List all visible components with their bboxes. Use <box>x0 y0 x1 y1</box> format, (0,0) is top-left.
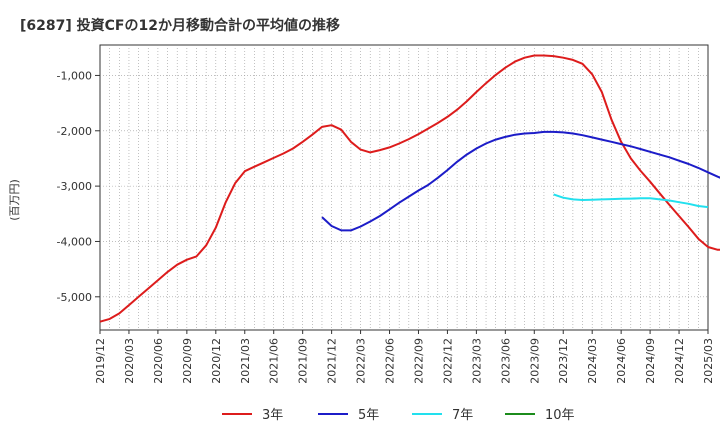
x-tick-label: 2020/12 <box>210 338 223 384</box>
x-tick-label: 2020/03 <box>123 338 136 384</box>
x-tick-label: 2019/12 <box>94 338 107 384</box>
x-tick-label: 2021/06 <box>268 338 281 384</box>
x-tick-label: 2022/03 <box>355 338 368 384</box>
x-tick-label: 2023/12 <box>557 338 570 384</box>
x-tick-label: 2024/09 <box>644 338 657 384</box>
chart-title: [6287] 投資CFの12か月移動合計の平均値の推移 <box>20 17 340 34</box>
legend-label-5年: 5年 <box>358 408 379 423</box>
x-tick-label: 2021/09 <box>297 338 310 384</box>
x-tick-label: 2021/03 <box>239 338 252 384</box>
series-lines <box>99 54 720 323</box>
x-tick-label: 2022/06 <box>384 338 397 384</box>
x-tick-label: 2025/03 <box>702 338 715 384</box>
y-tick-label: -5,000 <box>57 291 92 304</box>
legend-label-3年: 3年 <box>262 408 283 423</box>
x-tick-label: 2021/12 <box>326 338 339 384</box>
x-tick-label: 2023/03 <box>470 338 483 384</box>
legend-label-10年: 10年 <box>545 408 575 423</box>
legend: 3年 5年 7年 10年 <box>222 408 575 423</box>
legend-label-7年: 7年 <box>452 408 473 423</box>
series-line-3年 <box>99 54 720 323</box>
plot-area <box>99 44 709 331</box>
series-line-5年 <box>321 130 720 232</box>
x-tick-label: 2024/03 <box>586 338 599 384</box>
x-tick-label: 2020/09 <box>181 338 194 384</box>
y-tick-label: -3,000 <box>57 180 92 193</box>
y-tick-label: -2,000 <box>57 125 92 138</box>
y-axis: -5,000 -4,000 -3,000 -2,000 -1,000 <box>57 69 100 304</box>
x-tick-label: 2023/06 <box>499 338 512 384</box>
y-tick-label: -1,000 <box>57 69 92 82</box>
y-tick-label: -4,000 <box>57 235 92 248</box>
x-tick-label: 2022/12 <box>441 338 454 384</box>
x-tick-label: 2024/12 <box>673 338 686 384</box>
y-axis-label: (百万円) <box>8 179 21 221</box>
x-tick-label: 2020/06 <box>152 338 165 384</box>
x-tick-label: 2024/06 <box>615 338 628 384</box>
x-axis: 2019/12 2020/03 2020/06 2020/09 2020/12 2021/… <box>94 330 715 384</box>
series-line-7年 <box>553 193 709 209</box>
x-tick-label: 2023/09 <box>528 338 541 384</box>
grid-lines <box>100 45 708 330</box>
x-tick-label: 2022/09 <box>412 338 425 384</box>
